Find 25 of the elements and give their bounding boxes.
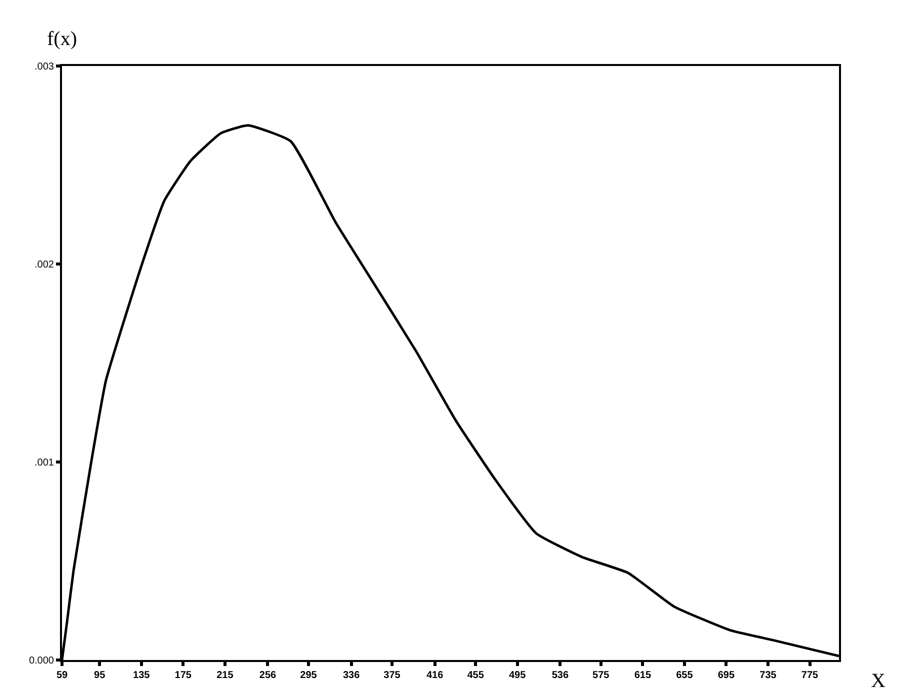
x-tick-label: 95 [94,670,106,681]
x-tick-label: 655 [676,670,694,681]
x-tick-label: 295 [300,670,318,681]
y-tick-label: .003 [34,62,54,72]
x-axis-title: X [871,670,886,692]
x-tick-label: 695 [718,670,735,681]
x-tick-label: 256 [259,670,277,681]
x-tick-label: 175 [174,670,192,681]
x-tick-label: 336 [342,670,360,681]
x-tick-label: 615 [634,670,652,681]
x-tick-label: 495 [508,670,526,681]
y-tick-label: 0.000 [28,656,54,666]
x-tick-label: 375 [384,670,401,681]
x-tick-label: 575 [592,670,610,681]
y-tick-label: .002 [34,260,54,270]
x-tick-label: 416 [426,670,444,681]
x-tick-label: 135 [133,670,150,681]
y-tick-label: .001 [34,458,54,468]
x-tick-label: 735 [760,670,777,681]
x-tick-label: 455 [467,670,484,681]
x-tick-label: 536 [552,670,569,681]
x-tick-label: 215 [216,670,234,681]
x-tick-label: 59 [56,670,68,681]
y-axis-title: f(x) [47,28,77,50]
x-tick-label: 775 [801,670,819,681]
